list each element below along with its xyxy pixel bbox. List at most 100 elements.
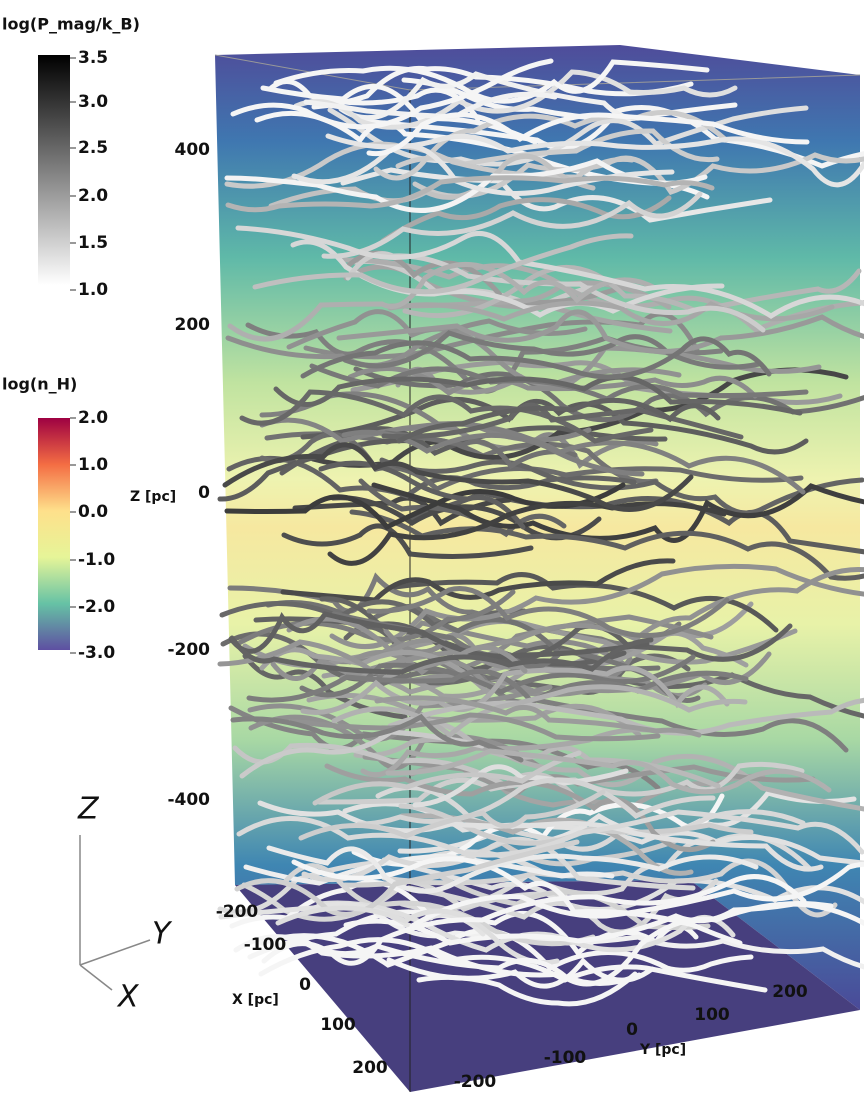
streamline	[372, 909, 864, 970]
streamline	[366, 586, 730, 639]
streamline	[273, 374, 803, 416]
streamline	[259, 431, 804, 492]
streamline	[371, 482, 864, 543]
streamline	[379, 457, 864, 516]
colorbar-tick-label: 3.5	[78, 48, 108, 68]
streamline	[325, 133, 864, 188]
streamline	[327, 105, 809, 167]
colorbar-tick-label: 2.5	[78, 138, 108, 158]
streamline	[396, 397, 721, 444]
z-tick-label: 200	[175, 315, 211, 335]
streamline	[381, 402, 744, 440]
colorbar-tick-label: -2.0	[78, 597, 115, 617]
y-tick-label: 200	[772, 982, 808, 1002]
streamline	[409, 861, 864, 929]
streamline	[358, 478, 567, 538]
streamline	[312, 750, 582, 806]
streamline	[280, 558, 676, 603]
streamline	[281, 523, 534, 559]
colorbar-title: log(n_H)	[2, 375, 77, 394]
x-tick-label: 200	[352, 1058, 388, 1078]
streamline	[304, 620, 631, 670]
colorbar-title: log(P_mag/k_B)	[2, 15, 140, 34]
streamline	[299, 654, 696, 698]
colorbar-tick-label: 0.0	[78, 502, 108, 522]
streamline	[311, 65, 694, 110]
streamline	[412, 152, 864, 199]
streamline	[408, 490, 864, 555]
streamline	[230, 713, 524, 763]
z-tick-label: -400	[167, 790, 210, 810]
streamline	[230, 58, 554, 130]
x-tick-label: 0	[299, 975, 311, 995]
y-tick-label: -100	[544, 1048, 587, 1068]
colorbar-tick-label: -3.0	[78, 643, 115, 663]
orientation-label: Z	[77, 792, 100, 827]
colorbar	[38, 418, 70, 650]
streamline	[224, 158, 708, 213]
streamline	[291, 856, 743, 946]
streamline	[336, 309, 864, 354]
orientation-axes	[79, 835, 151, 991]
streamline	[306, 692, 642, 738]
streamline	[300, 336, 772, 380]
colorbar-tick-label: 1.0	[78, 455, 108, 475]
z-tick-label: 0	[198, 483, 210, 503]
streamline	[385, 748, 832, 795]
streamline	[252, 233, 634, 295]
colorbar-tick-label: 2.0	[78, 408, 108, 428]
streamlines	[217, 58, 864, 1007]
streamline	[321, 191, 703, 259]
z-axis-label: Z [pc]	[130, 489, 176, 505]
streamline	[338, 71, 657, 121]
streamline	[366, 112, 810, 157]
streamline	[318, 460, 526, 530]
streamline	[289, 712, 661, 742]
colorbar-tick-label: 3.0	[78, 92, 108, 112]
streamline	[380, 195, 672, 244]
streamline	[266, 845, 759, 894]
orientation-label: X	[116, 980, 140, 1015]
streamline	[218, 901, 486, 937]
streamline	[373, 109, 729, 181]
streamline	[301, 836, 696, 891]
streamline	[392, 572, 779, 633]
streamline	[340, 167, 773, 223]
y-tick-label: 100	[694, 1005, 730, 1025]
streamline	[303, 311, 700, 360]
streamline	[298, 789, 606, 841]
streamline	[236, 809, 864, 858]
y-tick-label: -200	[454, 1072, 497, 1092]
streamline	[387, 300, 835, 327]
streamline	[257, 800, 824, 872]
streamline	[222, 442, 694, 512]
streamline	[296, 934, 642, 987]
streamline	[243, 853, 615, 886]
streamline	[303, 91, 558, 120]
streamline	[349, 509, 864, 581]
streamline	[246, 668, 749, 706]
streamline	[375, 784, 806, 852]
box-edge	[214, 54, 861, 91]
streamline	[260, 83, 538, 145]
streamline	[327, 500, 727, 566]
streamline	[282, 863, 596, 947]
streamline	[229, 635, 654, 675]
z-tick-label: 400	[175, 140, 211, 160]
streamline	[247, 684, 553, 742]
streamline	[383, 614, 714, 660]
x-tick-label: -100	[244, 935, 287, 955]
streamline	[267, 79, 481, 122]
streamline	[234, 839, 580, 917]
colorbar-tick-label: -1.0	[78, 550, 115, 570]
colorbar-tick-label: 1.5	[78, 233, 108, 253]
z-tick-label: -200	[167, 640, 210, 660]
colorbar	[38, 55, 70, 285]
streamline	[329, 563, 864, 650]
streamline	[387, 697, 864, 736]
streamline	[279, 425, 668, 476]
streamline	[374, 695, 702, 738]
colorbar-tick-label: 1.0	[78, 280, 108, 300]
